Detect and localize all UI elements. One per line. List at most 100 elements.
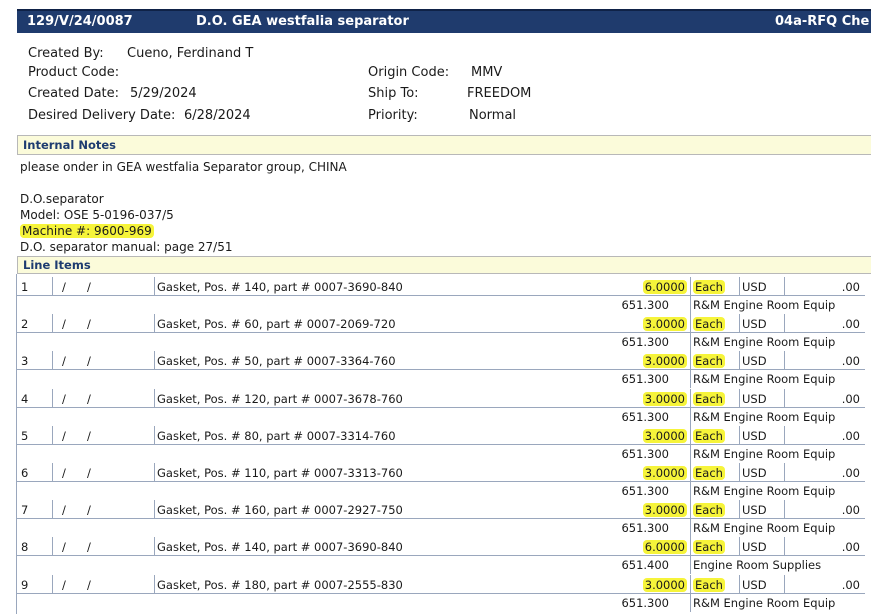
unit-of-measure: Each bbox=[693, 578, 725, 592]
note-line: Model: OSE 5-0196-037/5 bbox=[20, 208, 174, 222]
column-divider bbox=[690, 426, 691, 444]
amount: .00 bbox=[841, 466, 860, 480]
account-code: 651.300 bbox=[621, 596, 669, 610]
column-divider bbox=[739, 389, 740, 407]
item-description: Gasket, Pos. # 50, part # 0007-3364-760 bbox=[157, 354, 396, 368]
amount: .00 bbox=[841, 354, 860, 368]
row-divider bbox=[17, 332, 865, 333]
line-items-header: Line Items bbox=[17, 256, 871, 274]
column-divider bbox=[739, 537, 740, 555]
column-divider bbox=[784, 314, 785, 332]
column-divider bbox=[154, 389, 155, 407]
account-category: Engine Room Supplies bbox=[693, 558, 822, 572]
currency: USD bbox=[742, 466, 767, 480]
column-divider bbox=[52, 537, 53, 555]
line-number: 2 bbox=[21, 317, 29, 331]
column-divider bbox=[690, 463, 691, 481]
date-slash-field: / bbox=[62, 280, 66, 294]
column-divider bbox=[784, 463, 785, 481]
date-slash-field: / bbox=[87, 317, 91, 331]
column-divider bbox=[690, 556, 691, 574]
column-divider bbox=[690, 333, 691, 351]
currency: USD bbox=[742, 540, 767, 554]
column-divider bbox=[690, 296, 691, 314]
date-slash-field: / bbox=[62, 578, 66, 592]
order-number: 129/V/24/0087 bbox=[27, 14, 133, 29]
table-row-detail: 651.300 R&M Engine Room Equip bbox=[0, 370, 871, 388]
unit-of-measure: Each bbox=[693, 354, 725, 368]
account-category: R&M Engine Room Equip bbox=[693, 410, 836, 424]
amount: .00 bbox=[841, 392, 860, 406]
line-number: 1 bbox=[21, 280, 29, 294]
date-slash-field: / bbox=[62, 354, 66, 368]
table-row: 1 / / Gasket, Pos. # 140, part # 0007-3690-… bbox=[0, 276, 871, 296]
column-divider bbox=[690, 519, 691, 537]
item-description: Gasket, Pos. # 180, part # 0007-2555-830 bbox=[157, 578, 403, 592]
currency: USD bbox=[742, 429, 767, 443]
column-divider bbox=[690, 389, 691, 407]
table-row-detail: 651.300 R&M Engine Room Equip bbox=[0, 594, 871, 612]
date-slash-field: / bbox=[62, 466, 66, 480]
column-divider bbox=[154, 463, 155, 481]
table-row-detail: 651.300 R&M Engine Room Equip bbox=[0, 333, 871, 351]
column-divider bbox=[690, 408, 691, 426]
form-code: 04a-RFQ Che bbox=[775, 14, 870, 29]
date-slash-field: / bbox=[62, 503, 66, 517]
column-divider bbox=[154, 351, 155, 369]
column-divider bbox=[154, 537, 155, 555]
column-divider bbox=[154, 314, 155, 332]
account-category: R&M Engine Room Equip bbox=[693, 298, 836, 312]
account-code: 651.300 bbox=[621, 335, 669, 349]
column-divider bbox=[690, 277, 691, 295]
currency: USD bbox=[742, 317, 767, 331]
column-divider bbox=[52, 463, 53, 481]
column-divider bbox=[784, 426, 785, 444]
item-description: Gasket, Pos. # 140, part # 0007-3690-840 bbox=[157, 540, 403, 554]
table-row-detail: 651.300 R&M Engine Room Equip bbox=[0, 296, 871, 314]
table-row-detail: 651.300 R&M Engine Room Equip bbox=[0, 519, 871, 537]
quantity: 3.0000 bbox=[642, 354, 687, 368]
row-divider bbox=[17, 481, 865, 482]
column-divider bbox=[690, 351, 691, 369]
line-items-title: Line Items bbox=[23, 258, 91, 272]
table-row: 4 / / Gasket, Pos. # 120, part # 0007-3678-… bbox=[0, 388, 871, 408]
line-number: 6 bbox=[21, 466, 29, 480]
item-description: Gasket, Pos. # 120, part # 0007-3678-760 bbox=[157, 392, 403, 406]
created-date-label: Created Date: bbox=[28, 86, 120, 101]
quantity: 3.0000 bbox=[642, 503, 687, 517]
column-divider bbox=[690, 537, 691, 555]
date-slash-field: / bbox=[62, 317, 66, 331]
quantity: 3.0000 bbox=[642, 392, 687, 406]
date-slash-field: / bbox=[87, 503, 91, 517]
column-divider bbox=[784, 500, 785, 518]
column-divider bbox=[739, 500, 740, 518]
currency: USD bbox=[742, 578, 767, 592]
date-slash-field: / bbox=[87, 466, 91, 480]
line-number: 8 bbox=[21, 540, 29, 554]
item-description: Gasket, Pos. # 140, part # 0007-3690-840 bbox=[157, 280, 403, 294]
line-number: 5 bbox=[21, 429, 29, 443]
column-divider bbox=[52, 314, 53, 332]
note-line: D.O. separator manual: page 27/51 bbox=[20, 240, 233, 254]
quantity: 3.0000 bbox=[642, 578, 687, 592]
table-row: 2 / / Gasket, Pos. # 60, part # 0007-2069-7… bbox=[0, 313, 871, 333]
date-slash-field: / bbox=[87, 578, 91, 592]
created-date-value: 5/29/2024 bbox=[130, 86, 197, 101]
table-row-detail: 651.300 R&M Engine Room Equip bbox=[0, 482, 871, 500]
column-divider bbox=[52, 426, 53, 444]
account-code: 651.400 bbox=[621, 558, 669, 572]
currency: USD bbox=[742, 280, 767, 294]
unit-of-measure: Each bbox=[693, 503, 725, 517]
origin-code-label: Origin Code: bbox=[368, 65, 450, 80]
internal-notes-title: Internal Notes bbox=[23, 138, 116, 152]
date-slash-field: / bbox=[87, 429, 91, 443]
account-category: R&M Engine Room Equip bbox=[693, 335, 836, 349]
column-divider bbox=[52, 351, 53, 369]
column-divider bbox=[52, 575, 53, 593]
column-divider bbox=[690, 482, 691, 500]
line-number: 9 bbox=[21, 578, 29, 592]
column-divider bbox=[739, 426, 740, 444]
account-category: R&M Engine Room Equip bbox=[693, 484, 836, 498]
date-slash-field: / bbox=[87, 540, 91, 554]
